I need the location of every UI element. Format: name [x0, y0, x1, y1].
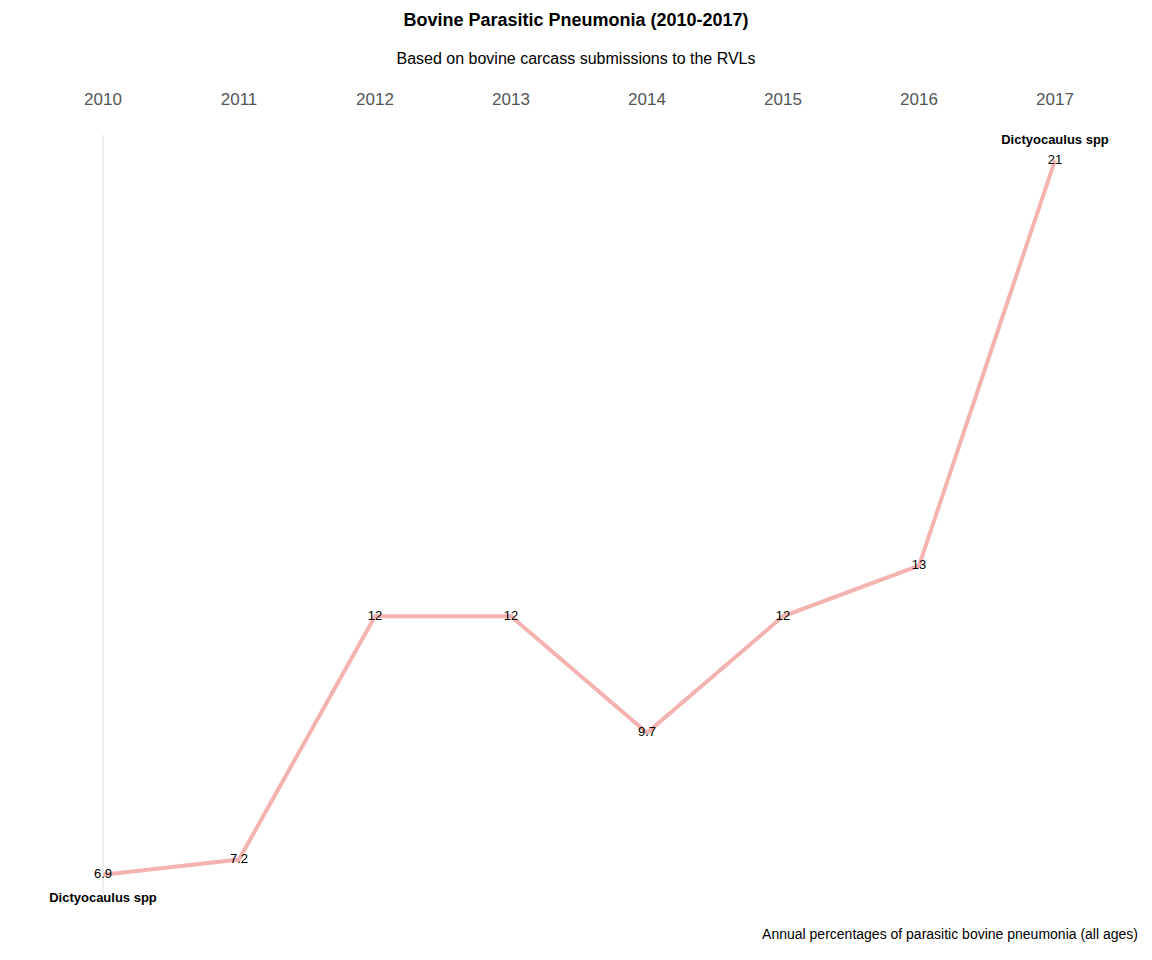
svg-text:2011: 2011 — [221, 90, 258, 109]
svg-text:2010: 2010 — [84, 90, 122, 109]
svg-text:21: 21 — [1048, 152, 1062, 167]
html-text:Annual percentages of parasiti: Annual percentages of parasitic bovine p… — [762, 926, 1138, 942]
svg-text:9.7: 9.7 — [638, 724, 656, 739]
svg-text:2015: 2015 — [764, 90, 802, 109]
svg-text:7.2: 7.2 — [230, 851, 248, 866]
svg-text:Dictyocaulus spp: Dictyocaulus spp — [1001, 132, 1109, 147]
svg-text:12: 12 — [368, 608, 382, 623]
svg-text:12: 12 — [504, 608, 518, 623]
svg-text:2016: 2016 — [900, 90, 938, 109]
svg-text:2013: 2013 — [492, 90, 530, 109]
svg-text:2012: 2012 — [356, 90, 394, 109]
svg-text:6.9: 6.9 — [94, 866, 112, 881]
html-text:Based on bovine carcass submis: Based on bovine carcass submissions to t… — [396, 50, 756, 67]
svg-text:13: 13 — [912, 557, 926, 572]
svg-text:2017: 2017 — [1036, 90, 1074, 109]
svg-text:Dictyocaulus spp: Dictyocaulus spp — [49, 890, 157, 905]
html-text:Bovine Parasitic Pneumonia (20: Bovine Parasitic Pneumonia (2010-2017) — [403, 10, 749, 30]
svg-text:2014: 2014 — [628, 90, 666, 109]
svg-text:12: 12 — [776, 608, 790, 623]
